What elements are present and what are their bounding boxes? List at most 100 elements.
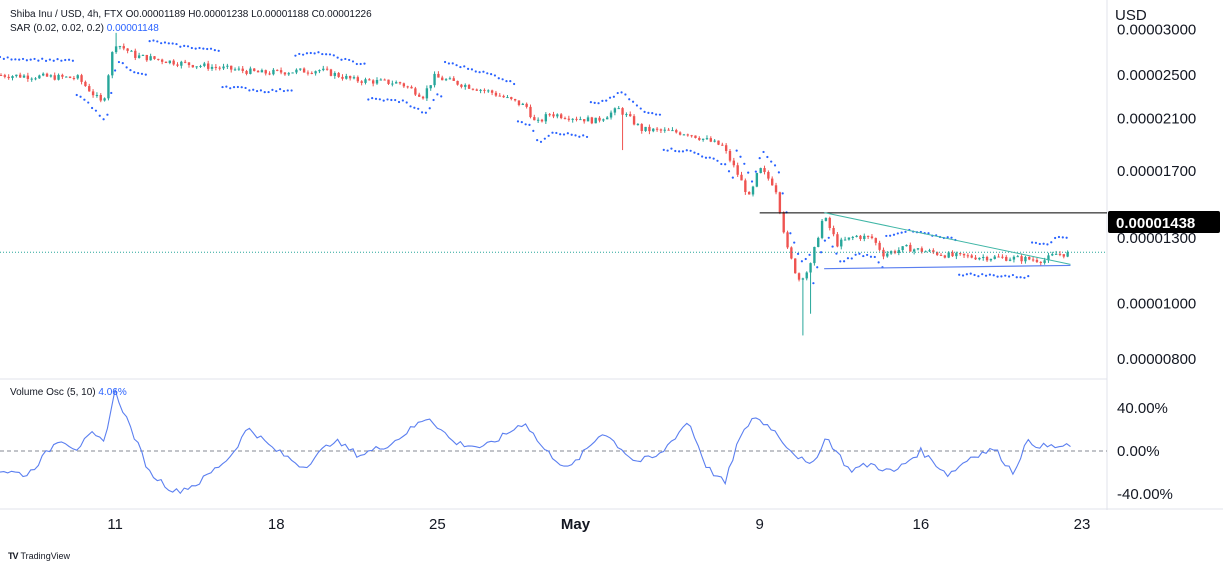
- candle-body: [444, 79, 448, 81]
- tradingview-logo[interactable]: TV TradingView: [8, 551, 70, 561]
- candle-body: [863, 235, 866, 239]
- sar-dot: [858, 252, 861, 255]
- sar-dot: [229, 87, 232, 90]
- sar-dot: [1023, 276, 1026, 279]
- candle-body: [379, 79, 383, 81]
- sar-dot: [631, 100, 635, 103]
- sar-dot: [601, 99, 604, 102]
- candle-body: [847, 237, 851, 240]
- symbol-label[interactable]: Shiba Inu / USD, 4h, FTX: [10, 9, 123, 20]
- candle-body: [295, 69, 298, 73]
- sar-dot: [793, 241, 796, 244]
- candle-body: [970, 255, 973, 258]
- sar-dot: [501, 78, 504, 81]
- sar-dot: [1031, 241, 1034, 244]
- legend-symbol-row[interactable]: Shiba Inu / USD, 4h, FTX O0.00001189 H0.…: [10, 9, 372, 20]
- candle-body: [65, 76, 68, 78]
- candle-body: [230, 65, 233, 70]
- sar-dot: [961, 274, 965, 277]
- candle-body: [966, 255, 970, 257]
- candle-body: [68, 76, 72, 79]
- sar-dot: [340, 58, 343, 61]
- sar-dot: [48, 58, 51, 61]
- price-axis[interactable]: 0.00003000 0.00002500 0.00002100 0.00001700…: [1117, 21, 1196, 503]
- candle-body: [114, 46, 118, 53]
- candle-body: [22, 75, 26, 78]
- sar-dot: [593, 101, 596, 105]
- sar-dot: [716, 159, 719, 162]
- candle-body: [955, 253, 958, 257]
- candle-body: [736, 165, 739, 175]
- sar-dot: [566, 132, 569, 135]
- sar-dot: [539, 140, 543, 143]
- sar-dot: [981, 273, 984, 276]
- sar-dot: [183, 44, 186, 47]
- candle-body: [974, 257, 977, 260]
- candle-body: [774, 185, 778, 193]
- candle-body: [935, 252, 939, 255]
- sar-dot: [628, 98, 631, 101]
- sar-dot: [727, 170, 731, 173]
- candle-body: [218, 67, 221, 69]
- price-tick-label: 0.00001700: [1117, 163, 1196, 180]
- sar-dot: [152, 39, 155, 42]
- candle-body: [1016, 256, 1019, 258]
- sar-dot: [762, 150, 765, 154]
- osc-label[interactable]: Volume Osc (5, 10): [10, 387, 96, 398]
- candle-body: [1039, 261, 1042, 263]
- candle-body: [103, 98, 106, 101]
- sar-dot: [850, 257, 853, 260]
- legend-sar-row[interactable]: SAR (0.02, 0.02, 0.2) 0.00001148: [10, 23, 159, 34]
- candle-body: [111, 52, 114, 76]
- candle-body: [368, 79, 371, 81]
- sar-dot: [232, 86, 236, 89]
- currency-label[interactable]: USD: [1115, 7, 1147, 24]
- sar-label[interactable]: SAR (0.02, 0.02, 0.2): [10, 23, 104, 34]
- sar-dot: [536, 139, 539, 142]
- candle-body: [1043, 260, 1046, 263]
- price-pane[interactable]: [0, 32, 1107, 336]
- sar-dot: [889, 234, 892, 237]
- sar-dot: [67, 58, 71, 61]
- sar-dot: [750, 180, 754, 183]
- upper-trendline[interactable]: [824, 212, 1071, 265]
- candle-body: [617, 108, 620, 110]
- candle-body: [544, 114, 548, 122]
- sar-dot: [559, 133, 562, 136]
- sar-dot: [298, 52, 301, 56]
- legend-osc-row[interactable]: Volume Osc (5, 10) 4.06%: [10, 387, 127, 398]
- candle-body: [214, 66, 218, 68]
- sar-dot: [678, 150, 681, 153]
- sar-dot: [321, 52, 324, 56]
- close-value: 0.00001226: [318, 9, 372, 20]
- candle-body: [7, 76, 10, 79]
- candle-body: [76, 75, 79, 79]
- candle-body: [88, 86, 91, 92]
- candle-body: [594, 117, 597, 124]
- candle-body: [629, 114, 632, 117]
- sar-dot: [543, 137, 546, 140]
- sar-dot: [639, 107, 642, 110]
- candle-body: [49, 75, 53, 77]
- candle-body: [341, 76, 344, 79]
- candle-body: [441, 77, 444, 81]
- oscillator-pane[interactable]: [0, 389, 1107, 495]
- candle-body: [790, 247, 793, 259]
- price-tick-label: 0.00002100: [1117, 110, 1196, 127]
- candle-body: [644, 126, 647, 131]
- price-tick-label: 0.00003000: [1117, 21, 1196, 38]
- candle-body: [187, 62, 191, 66]
- time-axis[interactable]: 11 18 25 May 9 16 23: [107, 516, 1090, 533]
- candle-body: [287, 73, 290, 75]
- sar-dot: [1004, 274, 1007, 277]
- candle-body: [813, 246, 816, 264]
- candle-body: [1062, 254, 1065, 257]
- candle-body: [107, 75, 110, 99]
- candle-body: [632, 116, 636, 125]
- sar-dot: [60, 59, 63, 62]
- sar-dot: [313, 52, 316, 55]
- candle-body: [134, 50, 137, 58]
- lower-trendline[interactable]: [824, 264, 1071, 270]
- sar-dot: [1007, 275, 1011, 278]
